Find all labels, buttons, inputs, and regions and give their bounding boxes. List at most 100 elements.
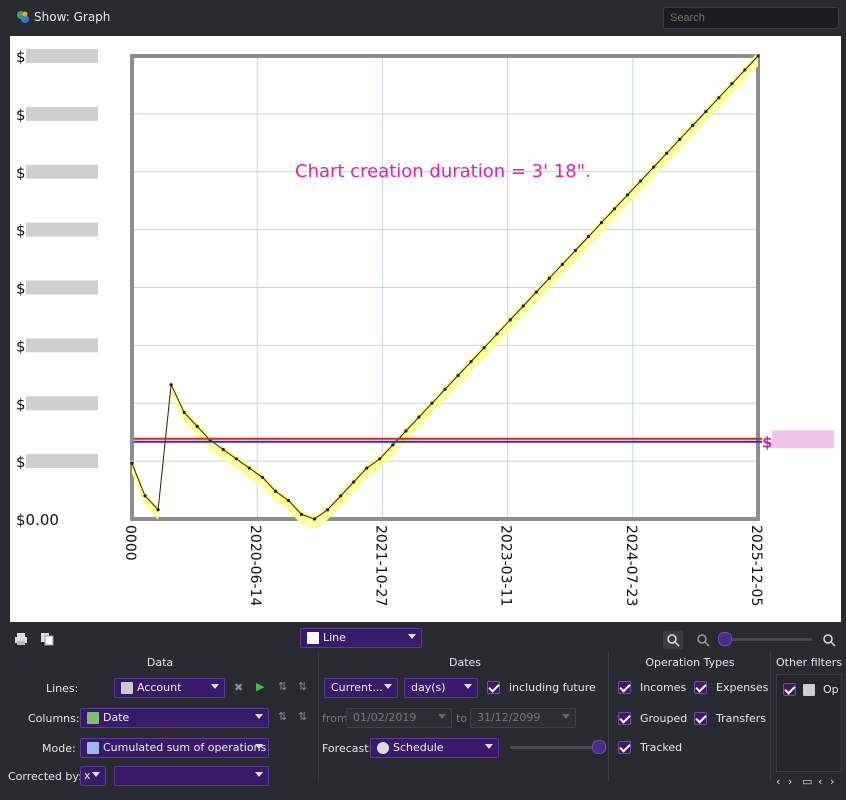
expenses-checkbox[interactable] [694, 681, 707, 694]
x-tick-label: 2020-06-14 [247, 525, 263, 606]
data-point [260, 475, 265, 479]
chevron-down-icon [464, 684, 472, 689]
data-point [691, 123, 695, 128]
data-point [521, 304, 525, 308]
y-tick-label: $ [16, 164, 26, 182]
forecast-slider-handle[interactable] [592, 740, 606, 754]
from-date-field[interactable]: 01/02/2019 [346, 708, 452, 728]
chevron-down-icon [255, 714, 263, 719]
filter-icon [803, 684, 815, 696]
to-date-value: 31/12/2099 [477, 711, 541, 724]
to-date-field[interactable]: 31/12/2099 [470, 708, 576, 728]
data-point [169, 383, 173, 387]
transfers-label: Transfers [716, 712, 766, 725]
corrected-operator-select[interactable]: x [80, 766, 106, 786]
period-value: Current... [331, 681, 383, 694]
data-point [482, 346, 486, 350]
including-future-label: including future [509, 681, 596, 694]
period-unit-value: day(s) [411, 681, 446, 694]
other-filter-checkbox[interactable] [783, 683, 796, 696]
forecast-select[interactable]: Schedule [370, 738, 499, 758]
forecast-value: Schedule [393, 741, 444, 754]
incomes-label: Incomes [640, 681, 687, 694]
zoom-fit-icon[interactable] [663, 631, 683, 649]
print-icon[interactable] [14, 632, 28, 646]
data-point [639, 179, 643, 183]
search-input[interactable] [663, 7, 839, 29]
data-point [286, 498, 291, 503]
redacted-value [26, 454, 98, 469]
forecast-slider[interactable] [510, 746, 600, 749]
redacted-value [26, 164, 98, 179]
data-point [234, 457, 238, 461]
divider [770, 652, 771, 782]
data-point [586, 234, 591, 239]
data-point [247, 466, 251, 470]
play-icon[interactable]: ▶ [256, 680, 265, 693]
data-point [352, 480, 356, 484]
sort-icon[interactable]: ⇅ [278, 710, 288, 723]
transfers-checkbox[interactable] [694, 712, 707, 725]
chevron-down-icon [485, 744, 493, 749]
x-tick-label: 0000 [122, 525, 138, 561]
chevron-right-icon[interactable]: › [788, 775, 793, 788]
x-tick-label: 2024-07-23 [623, 525, 639, 606]
data-point [339, 494, 343, 498]
data-point [495, 332, 499, 336]
lines-select[interactable]: Account [114, 678, 225, 698]
series-band [132, 52, 758, 529]
zoom-out-icon[interactable] [696, 633, 710, 647]
data-point [704, 109, 708, 114]
data-point [143, 494, 147, 498]
zoom-slider[interactable] [720, 638, 812, 641]
incomes-checkbox[interactable] [618, 681, 631, 694]
mode-value: Cumulated sum of operations [103, 741, 267, 754]
scroll-left-icon[interactable]: ‹ [776, 775, 781, 788]
data-point [130, 461, 134, 466]
tracked-checkbox[interactable] [618, 741, 631, 754]
tracked-label: Tracked [640, 741, 683, 754]
zoom-in-icon[interactable] [822, 633, 836, 647]
to-label: to [456, 712, 468, 725]
data-point [717, 96, 721, 100]
y-tick-label: $ [16, 48, 26, 66]
y-tick-label: $ [16, 395, 26, 413]
columns-select[interactable]: Date [80, 708, 269, 728]
chevron-right-icon[interactable]: › [830, 775, 835, 788]
chart-type-select[interactable]: Line [300, 628, 422, 648]
data-point [391, 443, 395, 447]
expenses-label: Expenses [716, 681, 769, 694]
mode-select[interactable]: Cumulated sum of operations [80, 738, 269, 758]
clock-icon [377, 742, 389, 754]
sort-icon[interactable]: ⇅ [278, 680, 288, 693]
data-point [573, 248, 578, 253]
columns-label: Columns: [28, 712, 80, 725]
from-date-value: 01/02/2019 [353, 711, 417, 724]
period-select[interactable]: Current... [324, 678, 398, 698]
bottom-panel: Line Data Dates Operation Types Other fi… [0, 622, 846, 800]
data-point [378, 457, 382, 461]
zoom-slider-handle[interactable] [718, 632, 732, 646]
redacted-value [772, 430, 834, 449]
chevron-down-icon [562, 714, 570, 719]
sort-desc-icon[interactable]: ⇅ [298, 710, 308, 723]
copy-icon[interactable] [40, 632, 54, 646]
remove-icon[interactable]: ✖ [234, 681, 244, 694]
window-icon[interactable]: ▭ [802, 775, 813, 788]
other-filters-panel: Op [776, 674, 842, 772]
chart-mode-icon [87, 742, 99, 754]
data-point [652, 165, 656, 169]
data-point [560, 262, 564, 266]
sort-desc-icon[interactable]: ⇅ [298, 680, 308, 693]
redacted-value [26, 396, 98, 411]
scroll-right-icon[interactable]: ‹ [818, 775, 823, 788]
period-unit-select[interactable]: day(s) [404, 678, 478, 698]
grouped-checkbox[interactable] [618, 712, 631, 725]
corrected-by-select[interactable] [114, 766, 269, 786]
line-chart-icon [307, 632, 319, 644]
chart-type-value: Line [323, 631, 346, 644]
including-future-checkbox[interactable] [487, 681, 500, 694]
corrected-by-label: Corrected by: [8, 770, 82, 783]
redacted-value [26, 106, 98, 121]
chart-svg: $ $ $ $ $ $ $ $ $0.00 0000 2020-06-14 2021-10-27 202… [16, 48, 834, 606]
